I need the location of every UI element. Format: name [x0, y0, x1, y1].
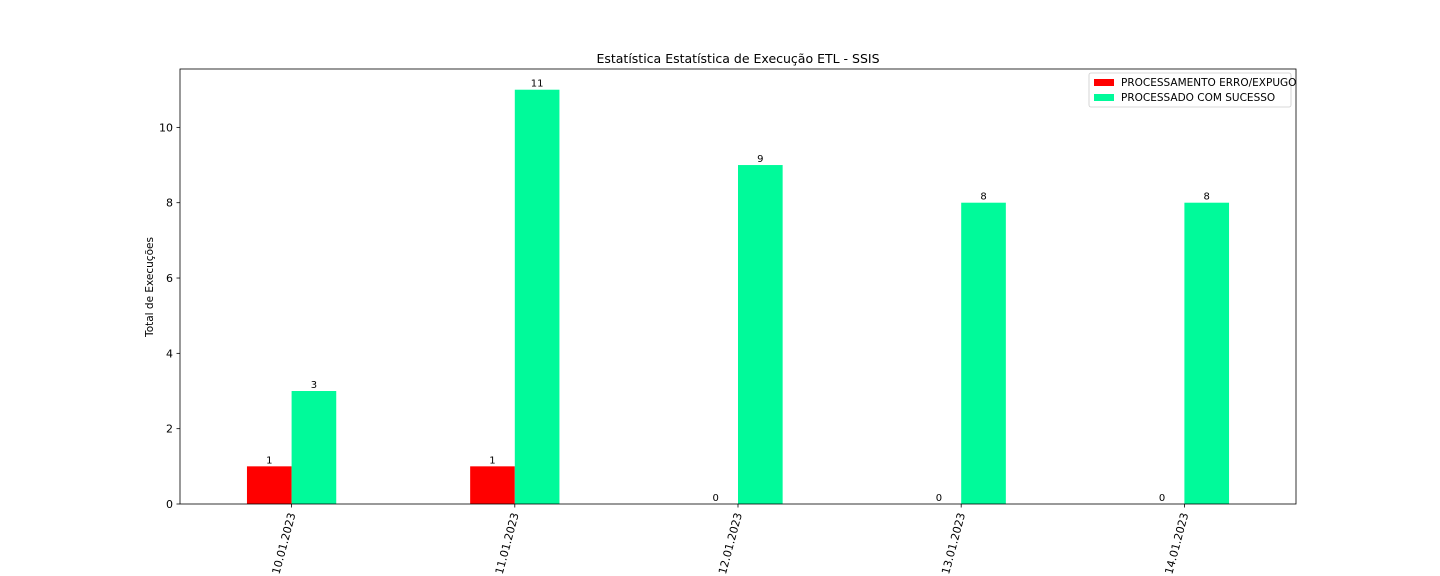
bar-series-2-2: [514, 89, 560, 505]
bar-value-label: 0: [1159, 493, 1165, 504]
y-tick-label: 2: [166, 423, 173, 436]
bar-value-label: 8: [980, 192, 986, 203]
y-axis-label: Total de Execuções: [144, 237, 156, 338]
y-tick-label: 6: [166, 272, 173, 285]
bar-value-label: 0: [936, 493, 942, 504]
bar-series-1-2: [470, 466, 515, 504]
y-tick-label: 0: [166, 498, 173, 511]
chart-title: Estatística Estatística de Execução ETL …: [596, 51, 879, 66]
y-tick-label: 10: [159, 121, 173, 134]
bar-series-1-1: [246, 466, 292, 504]
legend-label-1: PROCESSAMENTO ERRO/EXPUGO: [1121, 77, 1296, 89]
bar-series-2-1: [291, 391, 337, 504]
bar-series-2-3: [738, 165, 783, 505]
bar-value-label: 8: [1204, 192, 1210, 203]
legend: PROCESSAMENTO ERRO/EXPUGO PROCESSADO COM …: [1088, 72, 1296, 108]
legend-swatch-1: [1094, 79, 1114, 86]
legend-label-2: PROCESSADO COM SUCESSO: [1121, 92, 1275, 104]
legend-swatch-2: [1094, 94, 1114, 101]
y-tick-label: 8: [166, 197, 173, 210]
bar-value-label: 0: [712, 493, 718, 504]
bar-value-label: 1: [489, 455, 495, 466]
bar-series-2-5: [1184, 202, 1230, 504]
y-tick-label: 4: [166, 347, 173, 360]
bar-series-2-4: [961, 202, 1006, 504]
bar-value-label: 9: [757, 154, 763, 165]
bar-value-label: 11: [531, 79, 544, 90]
bar-value-label: 3: [311, 380, 317, 391]
bar-value-label: 1: [266, 455, 272, 466]
legend-box: [1088, 72, 1292, 108]
